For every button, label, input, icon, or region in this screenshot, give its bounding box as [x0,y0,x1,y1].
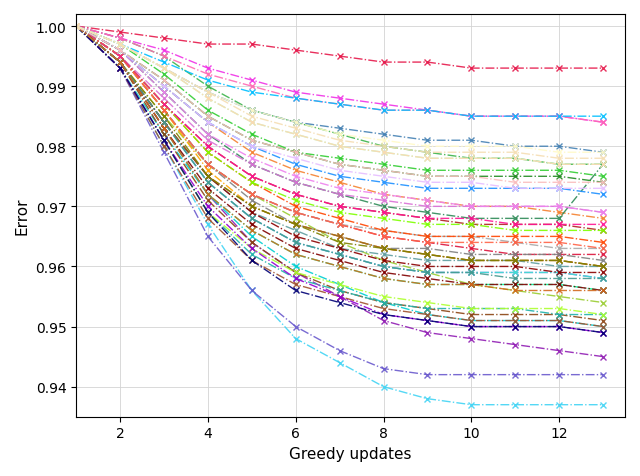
Y-axis label: Error: Error [15,197,30,235]
X-axis label: Greedy updates: Greedy updates [289,446,412,461]
